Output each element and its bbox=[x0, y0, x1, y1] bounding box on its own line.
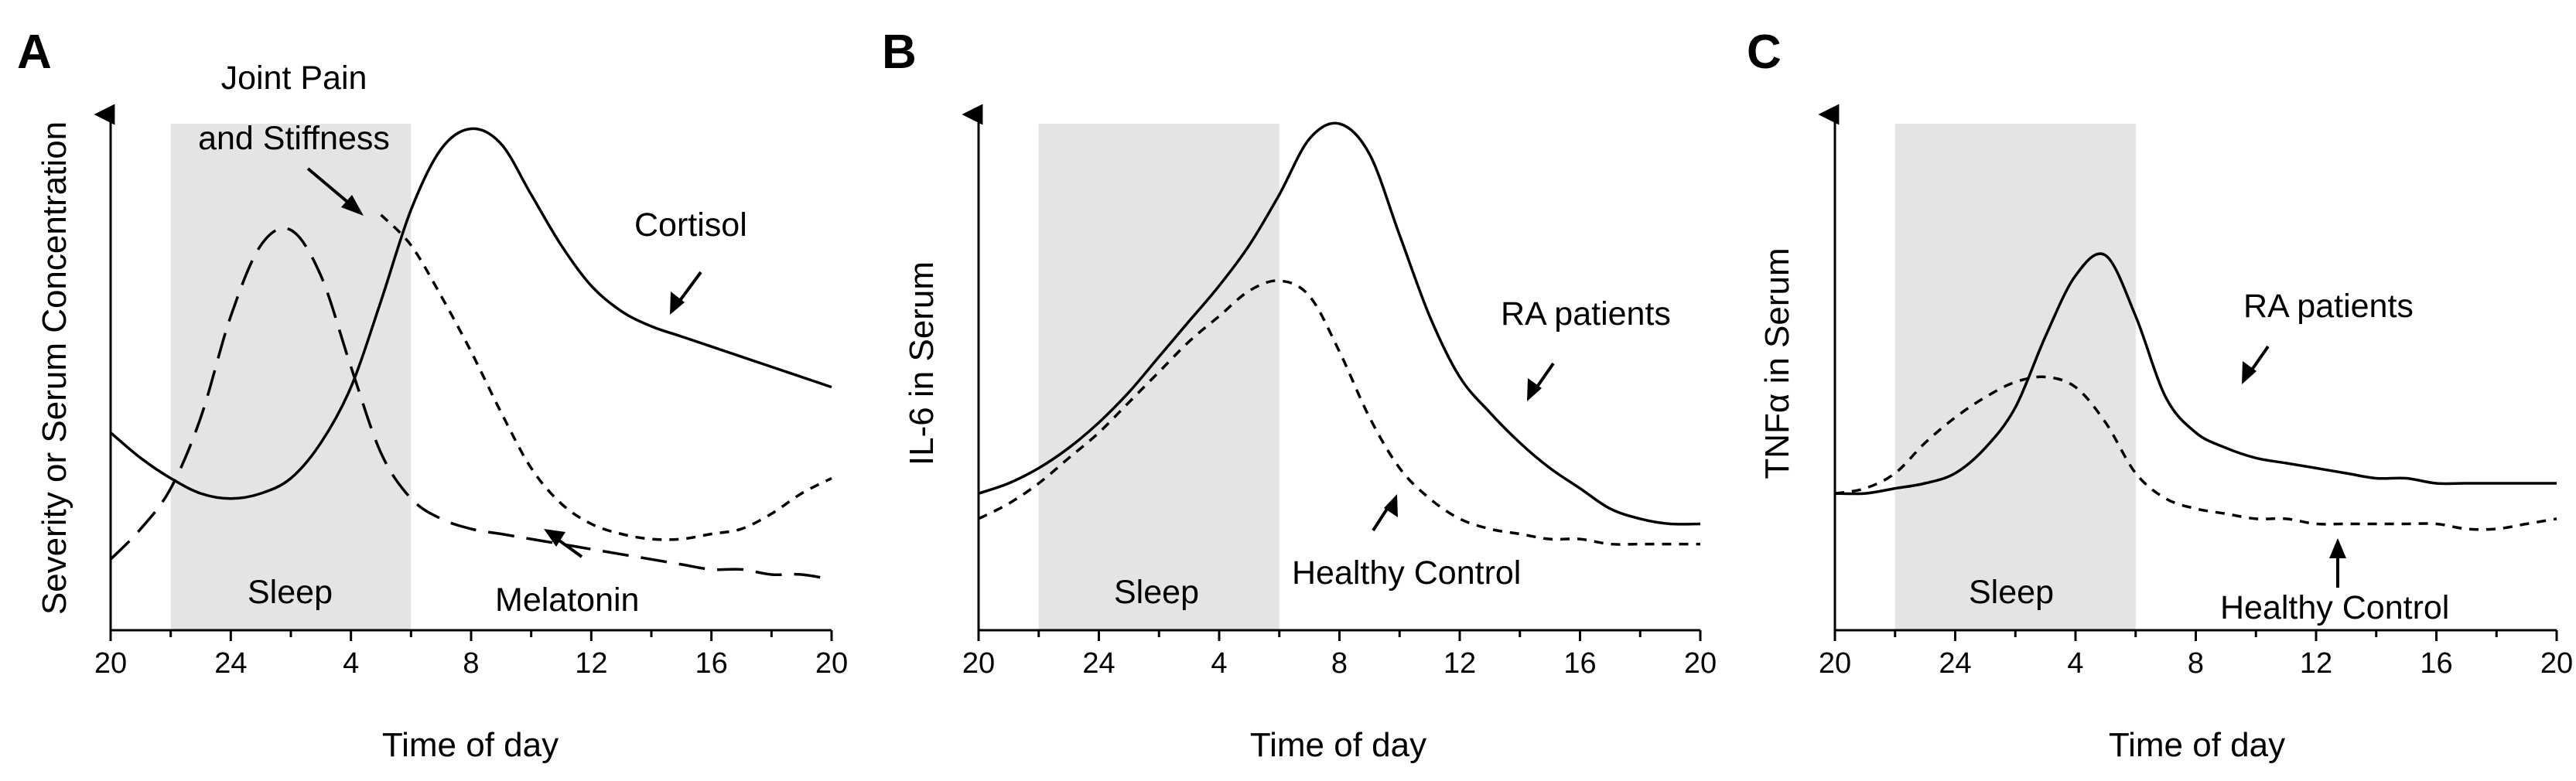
joint-pain-arrow bbox=[306, 167, 364, 216]
panel-a-x-tick-label: 16 bbox=[695, 647, 728, 680]
panel-a-series bbox=[109, 127, 832, 581]
panel-b-x-tick-label: 20 bbox=[962, 647, 995, 680]
panel-b-x-axis-title: Time of day bbox=[1250, 726, 1426, 764]
panel-c-healthy-control-label: Healthy Control bbox=[2220, 589, 2449, 626]
cortisol-label: Cortisol bbox=[634, 206, 747, 244]
panel-b-sleep-label: Sleep bbox=[1114, 574, 1199, 611]
panel-a-sleep-label: Sleep bbox=[248, 574, 333, 611]
panel-a-series-cortisol bbox=[109, 127, 832, 500]
panel-c-x-tick-label: 8 bbox=[2188, 647, 2204, 680]
panel-c-x-tick-label: 4 bbox=[2067, 647, 2083, 680]
panel-a-letter: A bbox=[17, 26, 52, 79]
panel-b-series bbox=[978, 121, 1701, 546]
panel-a-x-tick-label: 12 bbox=[575, 647, 607, 680]
panel-a-series-joint-pain-and-stiffness bbox=[380, 213, 832, 541]
panel-b-y-axis-title: IL-6 in Serum bbox=[903, 261, 941, 466]
panel-c-sleep-label: Sleep bbox=[1969, 574, 2054, 611]
panel-a-x-ticks: 20 24 4 8 12 16 20 bbox=[94, 630, 848, 680]
panel-c-healthy-arrow bbox=[2329, 538, 2346, 588]
panel-b-ra-patients-label: RA patients bbox=[1501, 295, 1671, 333]
panel-b-x-tick-label: 12 bbox=[1443, 647, 1476, 680]
panel-c-x-ticks: 20 24 4 8 12 16 20 bbox=[1819, 630, 2573, 680]
panel-a-x-tick-label: 20 bbox=[815, 647, 848, 680]
panel-c-x-axis-title: Time of day bbox=[2109, 726, 2285, 764]
panel-b-sleep-band bbox=[1038, 124, 1279, 630]
panel-a: A Sleep 20 24 4 8 12 16 20 Time of day Severit… bbox=[17, 26, 848, 764]
panel-c-letter: C bbox=[1747, 26, 1782, 79]
panel-b-x-tick-label: 8 bbox=[1331, 647, 1348, 680]
panel-c-series bbox=[1834, 252, 2557, 531]
panel-b-letter: B bbox=[882, 26, 917, 79]
panel-c-y-axis-title: TNFα in Serum bbox=[1758, 247, 1796, 479]
panel-a-x-tick-label: 24 bbox=[214, 647, 247, 680]
panel-c-x-tick-label: 16 bbox=[2420, 647, 2452, 680]
panel-b-x-tick-label: 20 bbox=[1684, 647, 1717, 680]
panel-b-x-tick-label: 24 bbox=[1082, 647, 1115, 680]
panel-c-x-tick-label: 12 bbox=[2300, 647, 2332, 680]
panel-b-x-tick-label: 16 bbox=[1563, 647, 1596, 680]
panel-a-x-tick-label: 4 bbox=[343, 647, 359, 680]
melatonin-label: Melatonin bbox=[495, 581, 639, 619]
panel-b-series-healthy-control bbox=[978, 279, 1700, 546]
panel-a-x-axis-title: Time of day bbox=[382, 726, 559, 764]
panel-a-y-axis-title: Severity or Serum Concentration bbox=[36, 121, 73, 615]
panel-b-x-ticks: 20 24 4 8 12 16 20 bbox=[962, 630, 1717, 680]
panel-c-sleep-band bbox=[1894, 124, 2136, 630]
cortisol-arrow bbox=[670, 271, 702, 315]
panel-b: B Sleep 20 24 4 8 12 16 20 Time of day IL-6 in… bbox=[882, 26, 1717, 764]
panel-c-ra-arrow bbox=[2242, 345, 2270, 384]
panel-c-x-tick-label: 24 bbox=[1939, 647, 1971, 680]
panel-b-series-ra-patients bbox=[978, 121, 1701, 526]
joint-pain-label-line2: and Stiffness bbox=[198, 120, 390, 157]
panel-a-sleep-band bbox=[170, 124, 412, 630]
panel-b-healthy-arrow bbox=[1372, 494, 1398, 532]
panel-b-x-tick-label: 4 bbox=[1211, 647, 1227, 680]
panel-a-x-tick-label: 20 bbox=[94, 647, 127, 680]
panel-c-ra-patients-label: RA patients bbox=[2243, 288, 2414, 325]
panel-a-series-melatonin bbox=[109, 227, 832, 581]
melatonin-arrow bbox=[544, 529, 583, 558]
panel-c: C Sleep 20 24 4 8 12 16 20 Time of day TNFα in… bbox=[1747, 26, 2573, 764]
panel-a-x-tick-label: 8 bbox=[463, 647, 479, 680]
panel-c-x-tick-label: 20 bbox=[2540, 647, 2573, 680]
panel-c-series-healthy-control bbox=[1834, 375, 2557, 531]
panel-c-x-tick-label: 20 bbox=[1819, 647, 1851, 680]
panel-b-healthy-control-label: Healthy Control bbox=[1292, 554, 1521, 592]
panel-b-ra-arrow bbox=[1527, 362, 1555, 401]
joint-pain-label-line1: Joint Pain bbox=[221, 60, 367, 97]
panel-c-series-ra-patients bbox=[1834, 252, 2557, 496]
